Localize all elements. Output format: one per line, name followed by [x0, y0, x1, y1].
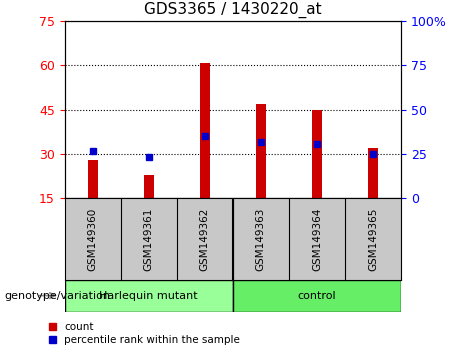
- Text: GSM149364: GSM149364: [312, 207, 322, 271]
- Bar: [200, 63, 210, 198]
- Legend: count, percentile rank within the sample: count, percentile rank within the sample: [47, 320, 242, 348]
- Text: genotype/variation: genotype/variation: [5, 291, 111, 301]
- Bar: [144, 175, 154, 198]
- Text: Harlequin mutant: Harlequin mutant: [100, 291, 198, 301]
- Text: GSM149360: GSM149360: [88, 207, 98, 270]
- Bar: [312, 110, 322, 198]
- Bar: [233, 280, 401, 312]
- Text: GSM149365: GSM149365: [368, 207, 378, 271]
- Title: GDS3365 / 1430220_at: GDS3365 / 1430220_at: [144, 2, 322, 18]
- Text: GSM149362: GSM149362: [200, 207, 210, 271]
- Bar: [368, 148, 378, 198]
- Text: GSM149363: GSM149363: [256, 207, 266, 271]
- Bar: [256, 104, 266, 198]
- Text: control: control: [298, 291, 336, 301]
- Bar: [65, 280, 233, 312]
- Text: GSM149361: GSM149361: [144, 207, 154, 271]
- Bar: [88, 160, 98, 198]
